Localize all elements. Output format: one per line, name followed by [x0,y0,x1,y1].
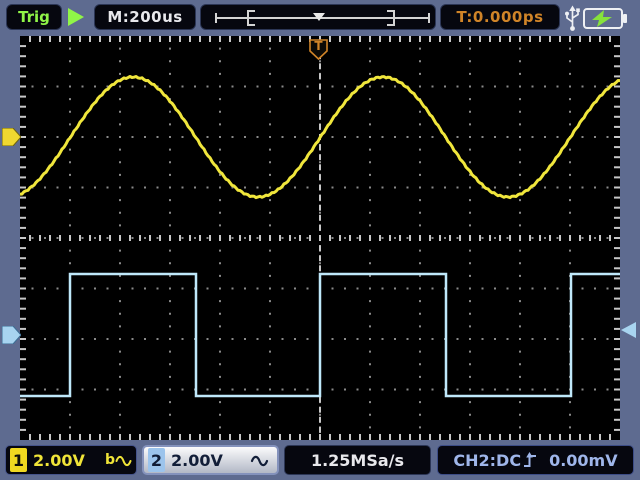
timebase-button[interactable]: M:200us [94,4,196,30]
ch1-bandwidth-limit-label: b [104,452,115,468]
charging-bolt-icon [592,10,612,27]
ch1-ground-marker[interactable] [2,128,21,146]
ch2-scale-value: 2.00V [171,450,223,470]
ch1-panel[interactable]: 1 2.00V b [5,445,137,475]
ch1-number-badge: 1 [10,448,27,472]
trigger-position-marker[interactable]: T [309,39,328,61]
usb-icon [565,5,580,31]
rising-edge-icon [524,451,537,467]
ch1-scale-value: 2.00V [33,450,85,470]
trigger-position-icon [309,39,328,61]
trigger-level-value: 0.00mV [549,450,618,470]
ch1-coupling-indicator: b [105,452,132,468]
horizontal-position-icon [215,10,430,26]
ch2-number-badge: 2 [148,448,165,472]
sample-rate-panel: 1.25MSa/s [284,445,431,475]
trigger-time-value: T:0.000ps [456,8,544,26]
trigger-position-label: T [314,39,323,53]
graticule-and-waveforms [19,36,621,440]
run-state-icon [68,8,84,26]
battery-charging-icon [583,8,627,29]
ch2-ac-coupling-icon [250,455,269,466]
ch2-panel[interactable]: 2 2.00V [142,445,279,475]
window-position-triangle-icon [313,13,325,21]
ch2-ground-marker[interactable] [2,326,21,344]
trigger-level-marker[interactable] [621,322,636,338]
timebase-value: M:200us [107,8,183,26]
waveform-display [19,36,621,440]
ch2-coupling-indicator [250,454,269,467]
sample-rate-value: 1.25MSa/s [310,450,405,470]
horizontal-position-indicator[interactable] [200,4,436,30]
trigger-time-button[interactable]: T:0.000ps [440,4,560,30]
trigger-status-button[interactable]: Trig [6,4,62,30]
trigger-status-label: Trig [18,8,50,26]
ch1-ac-coupling-icon [115,455,132,466]
trigger-info-panel[interactable]: CH2:DC 0.00mV [437,445,634,475]
trigger-source-value: CH2:DC [453,450,522,470]
